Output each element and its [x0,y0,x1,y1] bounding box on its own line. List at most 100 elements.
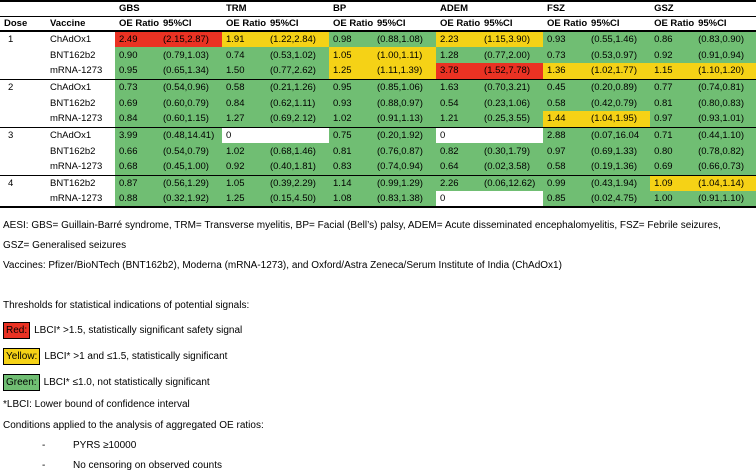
ci-cell: (0.65,1.34) [159,63,222,80]
oe-ratio-cell: 1.00 [650,191,695,208]
oe-ratio-cell: 0.58 [543,159,588,176]
table-row: 3 ChAdOx1 3.99 (0.48,14.41) 0 0.75 (0.20,1.92)… [0,127,756,143]
oe-ratio-cell: 0.68 [115,159,159,176]
oe-ratio-cell: 2.26 [436,175,481,191]
footnote-line: GSZ= Generalised seizures [3,240,127,251]
oe-ratio-cell: 0.99 [543,175,588,191]
dose-cell [0,95,46,111]
oe-ratio-cell: 0.97 [543,143,588,159]
ci-cell: (0.77,2.62) [266,63,330,80]
ci-cell: (1.02,1.77) [587,63,651,80]
oe-ratio-cell: 3.78 [436,63,481,80]
ci-cell: (0.15,4.50) [266,191,330,208]
ci-cell: (0.02,4.75) [587,191,651,208]
table-row: 2 ChAdOx1 0.73 (0.54,0.96) 0.58 (0.21,1.26) 0.… [0,79,756,95]
oe-ratio-cell: 0.93 [543,31,588,47]
group-header-row: GBS TRM BP ADEM FSZ GSZ [0,0,756,17]
oe-ratio-cell: 0.92 [650,47,695,63]
column-header-oe-ratio: OE Ratio [222,16,266,32]
legend-text: LBCI* ≤1.0, not statistically significan… [43,377,210,388]
ci-cell: (0.40,1.81) [266,159,330,176]
ci-cell: (0.48,14.41) [159,127,222,143]
dose-cell [0,159,46,176]
table-row: 1 ChAdOx1 2.49 (2.15,2.87) 1.91 (1.22,2.84) 0.… [0,31,756,47]
oe-ratio-cell: 0.66 [115,143,159,159]
column-header-oe-ratio: OE Ratio [436,16,481,32]
ci-cell: (0.76,0.87) [373,143,437,159]
column-header-ci: 95%CI [587,16,651,32]
vaccine-cell: BNT162b2 [50,145,96,157]
vaccine-cell: mRNA-1273 [46,111,115,128]
thresholds-items: Red: LBCI* >1.5, statistically significa… [3,322,756,391]
vaccine-cell: BNT162b2 [50,97,96,109]
ci-cell: (0.53,1.02) [266,47,330,63]
oe-ratio-cell: 0 [436,191,481,208]
oe-ratio-cell: 0.83 [329,159,374,176]
ci-cell: (0.45,1.00) [159,159,222,176]
column-header-oe-ratio: OE Ratio [329,16,374,32]
oe-ratio-cell: 0.95 [329,79,374,95]
ci-cell: (0.78,0.82) [694,143,756,159]
vaccine-cell: mRNA-1273 [46,191,115,208]
ci-cell: (1.22,2.84) [266,31,330,47]
dose-cell [0,191,46,208]
table-row: mRNA-1273 0.95 (0.65,1.34) 1.50 (0.77,2.62) 1… [0,63,756,80]
ci-cell: (0.06,12.62) [480,175,544,191]
ci-cell: (0.54,0.96) [159,79,222,95]
ci-cell: (0.74,0.94) [373,159,437,176]
conditions-items: - PYRS ≥10000 - No censoring on observed co… [3,439,756,473]
oe-ratio-cell: 0.84 [222,95,266,111]
oe-ratio-cell: 1.63 [436,79,481,95]
ci-cell: (0.30,1.79) [480,143,544,159]
oe-ratio-cell: 1.02 [329,111,374,128]
oe-ratio-cell: 0.75 [329,127,374,143]
table-group-header: ADEM [436,0,544,17]
legend-item: Green: LBCI* ≤1.0, not statistically sig… [3,374,756,391]
ci-cell: (0.55,1.46) [587,31,651,47]
table-body: 1 ChAdOx1 2.49 (2.15,2.87) 1.91 (1.22,2.84) 0.… [0,31,756,208]
oe-ratio-cell: 0.73 [115,79,159,95]
ci-cell: (0.60,0.79) [159,95,222,111]
oe-ratio-cell: 0.85 [543,191,588,208]
column-header-oe-ratio: OE Ratio [543,16,588,32]
oe-ratio-cell: 0.95 [115,63,159,80]
oe-ratio-cell: 0.81 [329,143,374,159]
oe-ratio-cell: 0.90 [115,47,159,63]
table-footnotes: AESI: GBS= Guillain-Barré syndrome, TRM=… [0,216,756,276]
dose-cell: 1 [8,34,14,45]
dose-cell [0,63,46,80]
vaccine-cell: mRNA-1273 [46,159,115,176]
oe-ratio-cell: 0.69 [115,95,159,111]
condition-text: No censoring on observed counts [73,460,222,471]
ci-cell: (0.80,0.83) [694,95,756,111]
dose-cell [0,111,46,128]
oe-ratio-cell: 0 [222,127,266,143]
table-group-header: GSZ [650,0,756,17]
ci-cell: (0.32,1.92) [159,191,222,208]
ci-cell: (0.68,1.46) [266,143,330,159]
vaccine-cell: ChAdOx1 [50,129,92,141]
vaccine-cell: ChAdOx1 [50,81,92,93]
ci-cell: (0.56,1.29) [159,175,222,191]
column-header-ci: 95%CI [694,16,756,32]
thresholds-legend: Thresholds for statistical indications o… [0,299,756,412]
oe-ratio-cell: 0.93 [329,95,374,111]
oe-ratio-cell: 0.69 [650,159,695,176]
column-header-row: Dose Vaccine OE Ratio 95%CI OE Ratio 95%CI OE … [0,16,756,32]
ci-cell: (1.10,1.20) [694,63,756,80]
column-header-ci: 95%CI [373,16,437,32]
legend-text: LBCI* >1 and ≤1.5, statistically signifi… [44,351,228,362]
oe-ratio-cell: 2.23 [436,31,481,47]
legend-text: LBCI* >1.5, statistically significant sa… [34,325,243,336]
vaccine-cell: mRNA-1273 [46,63,115,80]
ci-cell: (0.21,1.26) [266,79,330,95]
conditions-section: Conditions applied to the analysis of ag… [0,419,756,473]
ci-cell: (0.02,3.58) [480,159,544,176]
ci-cell: (0.66,0.73) [694,159,756,176]
oe-ratio-cell: 1.02 [222,143,266,159]
oe-ratio-cell: 0.82 [436,143,481,159]
table-group-header: FSZ [543,0,651,17]
column-header-ci: 95%CI [159,16,222,32]
table-row: BNT162b2 0.90 (0.79,1.03) 0.74 (0.53,1.02) 1.… [0,47,756,63]
dose-cell: 3 [8,129,14,141]
